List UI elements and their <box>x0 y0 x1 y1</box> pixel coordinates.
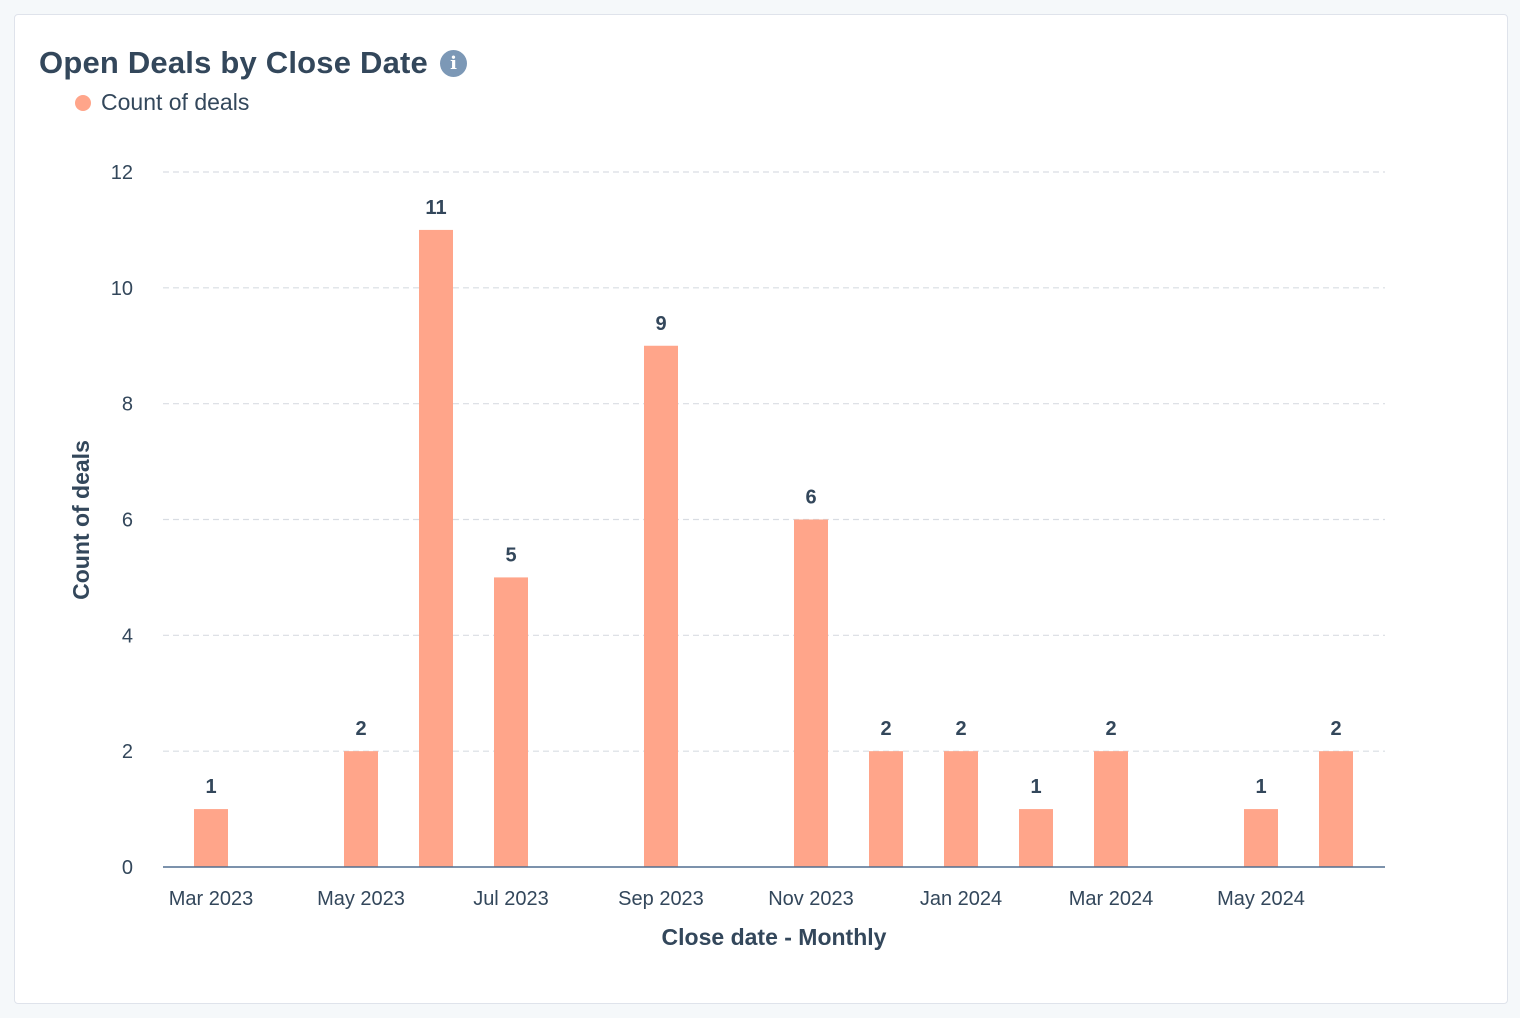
data-label: 9 <box>655 313 666 335</box>
card-header: Open Deals by Close Date i <box>39 45 467 81</box>
chart-title: Open Deals by Close Date <box>39 45 428 80</box>
legend-label: Count of deals <box>101 89 250 115</box>
data-label: 2 <box>1105 718 1116 740</box>
x-tick-label: Jul 2023 <box>473 888 549 910</box>
bar <box>869 751 903 867</box>
bar <box>344 751 378 867</box>
bar <box>1094 751 1128 867</box>
data-label: 6 <box>805 487 816 509</box>
y-tick-label: 4 <box>122 625 133 647</box>
info-icon[interactable]: i <box>440 49 467 77</box>
x-tick-label: Sep 2023 <box>618 888 704 910</box>
report-card: Open Deals by Close Date i Count of deal… <box>14 14 1508 1004</box>
data-label: 5 <box>505 544 516 566</box>
y-tick-label: 2 <box>122 741 133 763</box>
bar <box>194 809 228 867</box>
bar <box>794 519 828 867</box>
x-axis-title: Close date - Monthly <box>662 924 887 950</box>
data-label: 2 <box>955 718 966 740</box>
bar <box>1244 809 1278 867</box>
bar <box>419 229 453 867</box>
y-tick-label: 10 <box>111 278 133 300</box>
bar <box>494 577 528 867</box>
x-tick-label: May 2024 <box>1217 888 1305 910</box>
bar <box>644 345 678 867</box>
data-label: 1 <box>1255 776 1266 798</box>
data-label: 1 <box>205 776 216 798</box>
x-tick-label: Jan 2024 <box>920 888 1002 910</box>
x-tick-label: Mar 2023 <box>169 888 254 910</box>
data-label: 11 <box>425 197 446 219</box>
x-tick-label: May 2023 <box>317 888 405 910</box>
data-label: 2 <box>880 718 891 740</box>
legend-swatch <box>75 94 91 111</box>
data-label: 2 <box>1330 718 1341 740</box>
bar <box>1019 809 1053 867</box>
data-label: 2 <box>355 718 366 740</box>
y-tick-label: 6 <box>122 510 133 532</box>
y-axis-title: Count of deals <box>68 440 94 600</box>
y-tick-label: 8 <box>122 394 133 416</box>
bar <box>944 751 978 867</box>
bar <box>1319 751 1353 867</box>
y-tick-label: 0 <box>122 857 133 879</box>
data-label: 1 <box>1030 776 1041 798</box>
y-tick-label: 12 <box>111 162 133 184</box>
x-tick-label: Nov 2023 <box>768 888 854 910</box>
legend[interactable]: Count of deals <box>75 89 249 116</box>
x-tick-label: Mar 2024 <box>1069 888 1154 910</box>
